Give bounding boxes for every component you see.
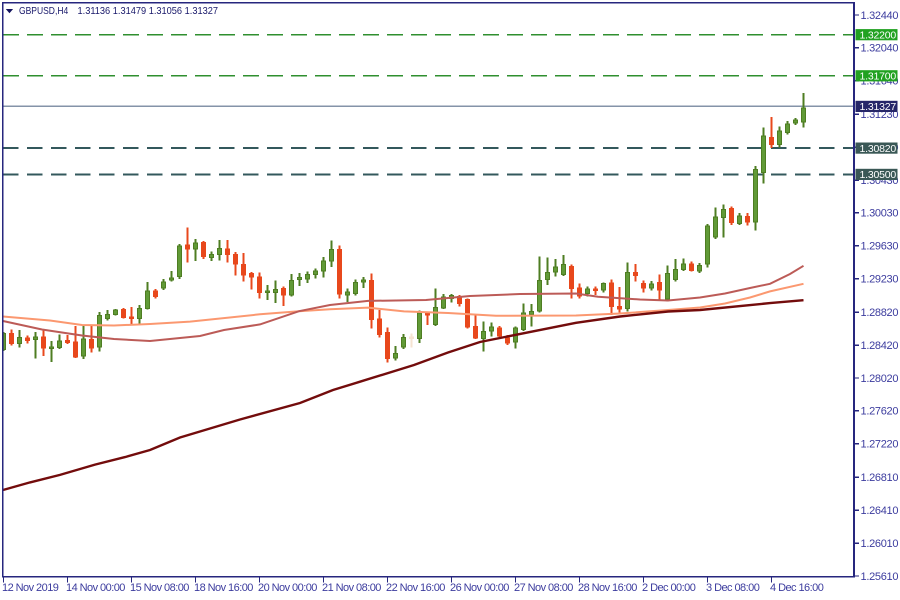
svg-text:1.26410: 1.26410 <box>861 505 899 517</box>
svg-text:1.31230: 1.31230 <box>861 109 899 121</box>
svg-text:27 Nov 08:00: 27 Nov 08:00 <box>514 582 573 594</box>
svg-text:20 Nov 00:00: 20 Nov 00:00 <box>258 582 317 594</box>
svg-text:1.27620: 1.27620 <box>861 406 899 418</box>
svg-text:1.28820: 1.28820 <box>861 307 899 319</box>
svg-text:4 Dec 16:00: 4 Dec 16:00 <box>770 582 824 594</box>
svg-text:1.26810: 1.26810 <box>861 472 899 484</box>
svg-text:1.30500: 1.30500 <box>860 169 897 181</box>
svg-text:28 Nov 16:00: 28 Nov 16:00 <box>578 582 637 594</box>
svg-text:2 Dec 00:00: 2 Dec 00:00 <box>642 582 696 594</box>
svg-text:1.29230: 1.29230 <box>861 273 899 285</box>
svg-text:22 Nov 16:00: 22 Nov 16:00 <box>386 582 445 594</box>
svg-text:1.31327: 1.31327 <box>860 101 897 113</box>
svg-text:1.32440: 1.32440 <box>861 10 899 22</box>
svg-text:18 Nov 16:00: 18 Nov 16:00 <box>194 582 253 594</box>
svg-text:15 Nov 08:00: 15 Nov 08:00 <box>130 582 189 594</box>
svg-text:1.32040: 1.32040 <box>861 43 899 55</box>
svg-text:1.31136 1.31479 1.31056 1.3132: 1.31136 1.31479 1.31056 1.31327 <box>78 5 219 17</box>
svg-text:GBPUSD,H4: GBPUSD,H4 <box>19 5 68 17</box>
svg-text:14 Nov 00:00: 14 Nov 00:00 <box>66 582 125 594</box>
svg-text:1.30820: 1.30820 <box>860 143 897 155</box>
svg-text:12 Nov 2019: 12 Nov 2019 <box>2 582 59 594</box>
svg-text:1.26010: 1.26010 <box>861 538 899 550</box>
svg-text:1.28420: 1.28420 <box>861 340 899 352</box>
svg-text:1.25610: 1.25610 <box>861 571 899 583</box>
svg-text:1.28020: 1.28020 <box>861 373 899 385</box>
svg-text:3 Dec 08:00: 3 Dec 08:00 <box>706 582 760 594</box>
svg-text:1.31700: 1.31700 <box>860 71 897 83</box>
svg-text:1.32200: 1.32200 <box>860 30 897 42</box>
svg-text:1.30030: 1.30030 <box>861 208 899 220</box>
svg-text:26 Nov 00:00: 26 Nov 00:00 <box>450 582 509 594</box>
svg-text:1.27220: 1.27220 <box>861 439 899 451</box>
svg-text:21 Nov 08:00: 21 Nov 08:00 <box>322 582 381 594</box>
svg-text:1.29630: 1.29630 <box>861 241 899 253</box>
